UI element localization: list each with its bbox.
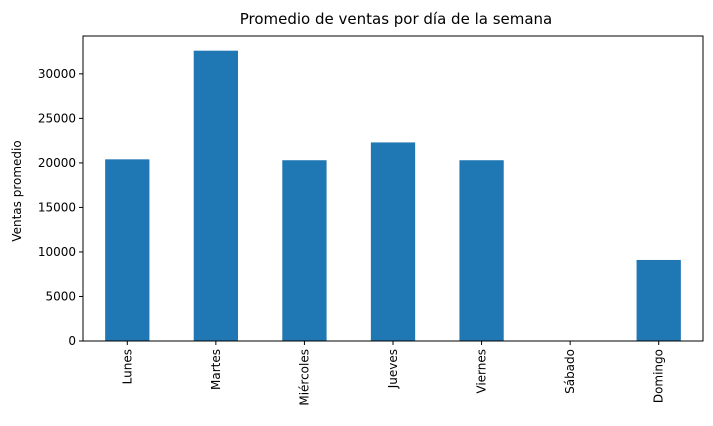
plot-frame — [82, 35, 704, 342]
bar-viernes — [459, 160, 504, 341]
bar-miércoles — [282, 160, 327, 341]
y-tick-label: 10000 — [38, 245, 76, 259]
bars-group — [105, 50, 681, 341]
y-tick-label: 5000 — [45, 289, 76, 303]
x-tick-label: Sábado — [563, 349, 577, 394]
bar-martes — [193, 50, 238, 341]
bar-domingo — [636, 259, 681, 341]
y-tick-label: 30000 — [38, 67, 76, 81]
x-tick-label: Martes — [209, 349, 223, 390]
x-tick-label: Viernes — [475, 349, 489, 394]
y-tick-label: 15000 — [38, 200, 76, 214]
y-axis-label: Ventas promedio — [10, 140, 24, 241]
y-axis-ticks: 0 5000 10000 15000 20000 25000 30000 — [38, 67, 83, 348]
bar-jueves — [370, 142, 416, 341]
x-tick-label: Miércoles — [297, 349, 311, 406]
x-tick-label: Lunes — [120, 349, 134, 384]
y-tick-label: 0 — [68, 334, 76, 348]
x-axis-ticks: Lunes Martes Miércoles Jueves Viernes Sábado D… — [120, 341, 666, 406]
chart-title: Promedio de ventas por día de la semana — [240, 10, 553, 28]
x-tick-label: Jueves — [386, 349, 400, 389]
y-tick-label: 25000 — [38, 111, 76, 125]
x-tick-label: Domingo — [652, 349, 666, 403]
bar-lunes — [105, 159, 150, 341]
y-tick-label: 20000 — [38, 156, 76, 170]
